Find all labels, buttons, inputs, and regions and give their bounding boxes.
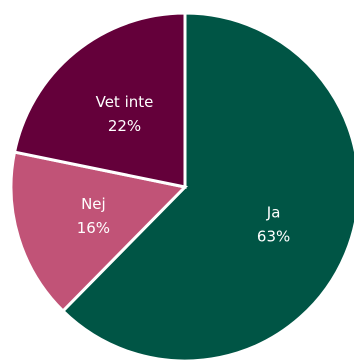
labels-layer: Ja 63% Nej 16% Vet inte 22% [77, 93, 291, 246]
slice-value-label-nej: 16% [77, 219, 110, 237]
slices-layer [9, 11, 354, 360]
slice-value-label-vet-inte: 22% [108, 117, 141, 135]
pie-slice-vet-inte [12, 11, 187, 189]
slice-label-ja: Ja [266, 203, 281, 221]
slice-label-nej: Nej [81, 195, 106, 213]
pie-slice-ja [60, 11, 354, 360]
slice-label-vet-inte: Vet inte [96, 93, 154, 111]
pie-slice-nej [9, 150, 189, 314]
slice-value-label-ja: 63% [257, 227, 290, 245]
